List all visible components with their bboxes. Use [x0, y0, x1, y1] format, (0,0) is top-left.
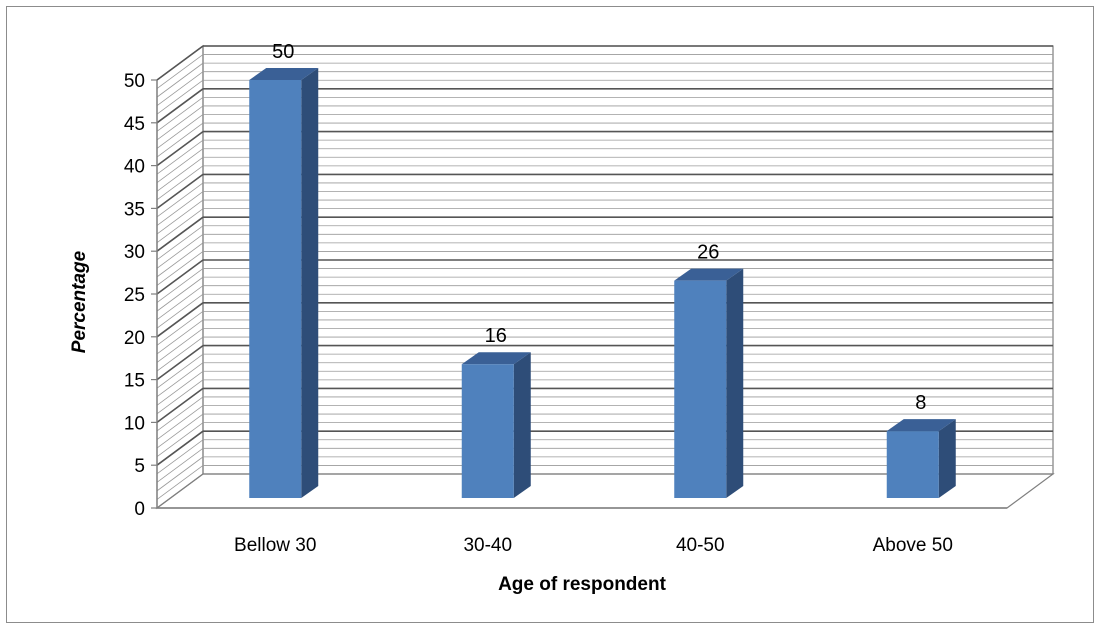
y-tick-label: 40	[124, 157, 145, 178]
minor-gridline-side	[156, 148, 204, 184]
major-gridline-side	[156, 344, 204, 381]
y-tick-label: 20	[124, 328, 145, 349]
bar-above-50	[886, 419, 956, 498]
y-tick-label: 15	[124, 371, 145, 392]
data-label: 8	[915, 392, 926, 414]
minor-gridline-side	[156, 122, 204, 158]
minor-gridline-side	[156, 105, 204, 141]
minor-gridline-side	[156, 328, 204, 363]
minor-gridline-side	[156, 379, 204, 415]
y-tick-label: 50	[124, 71, 145, 92]
y-tick-label: 5	[134, 456, 145, 477]
y-tick-label: 30	[124, 242, 145, 263]
bar-top-face	[674, 268, 744, 281]
minor-gridline-side	[156, 79, 204, 115]
minor-gridline-side	[156, 362, 204, 398]
gridlines	[156, 45, 1053, 500]
minor-gridline-side	[156, 165, 204, 201]
bar-40-50	[674, 268, 744, 498]
bar-30-40	[461, 352, 531, 498]
minor-gridline-side	[156, 293, 204, 329]
y-tick-label: 35	[124, 199, 145, 220]
minor-gridline-side	[156, 276, 204, 312]
data-labels: 50 16 26 8	[272, 41, 926, 414]
minor-gridline-side	[156, 225, 204, 261]
minor-gridline-side	[156, 319, 204, 355]
bar-top-face	[886, 419, 956, 432]
data-label: 26	[697, 242, 719, 264]
y-tick-label: 25	[124, 285, 145, 306]
y-axis-title: Percentage	[69, 250, 90, 353]
minor-gridline-side	[156, 233, 204, 269]
major-gridline-side	[156, 430, 204, 466]
major-gridline-side	[156, 216, 204, 252]
major-gridline-side	[156, 259, 204, 295]
minor-gridline-side	[156, 405, 204, 440]
minor-gridline-side	[156, 422, 204, 457]
minor-gridline-side	[156, 447, 204, 483]
data-label: 16	[485, 325, 507, 347]
bar-side-face	[301, 68, 319, 498]
minor-gridline-side	[156, 396, 204, 432]
minor-gridline-side	[156, 370, 204, 406]
y-tick-label: 10	[124, 413, 145, 434]
major-gridline-side	[156, 130, 204, 167]
minor-gridline-side	[156, 208, 204, 243]
minor-gridline-side	[156, 62, 204, 98]
y-tick-label: 45	[124, 114, 145, 135]
minor-gridline-side	[156, 311, 204, 346]
axes	[151, 79, 1007, 509]
major-gridline-side	[156, 88, 204, 124]
bar-front-face	[886, 431, 939, 498]
minor-gridline-side	[156, 285, 204, 321]
x-category-label: Bellow 30	[234, 535, 316, 556]
bar-top-face	[249, 68, 319, 80]
bar-side-face	[938, 419, 956, 498]
bars	[249, 68, 956, 498]
major-gridline-side	[156, 302, 204, 338]
minor-gridline-side	[156, 268, 204, 303]
minor-gridline-side	[156, 71, 204, 107]
minor-gridline-side	[156, 114, 204, 149]
x-category-label: 30-40	[463, 535, 512, 556]
minor-gridline-side	[156, 156, 204, 192]
minor-gridline-side	[156, 199, 204, 235]
bar-side-face	[513, 352, 531, 498]
minor-gridline-side	[156, 191, 204, 226]
minor-gridline-side	[156, 242, 204, 278]
y-tick-labels: 0 5 10 15 20 25 30 35 40 45 50	[124, 71, 145, 520]
bar-top-face	[461, 352, 531, 365]
y-tick-label: 0	[134, 499, 145, 520]
minor-gridline-side	[156, 465, 204, 500]
minor-gridline-side	[156, 413, 204, 449]
minor-gridline-side	[156, 54, 204, 89]
major-gridline-side	[156, 173, 204, 210]
minor-gridline-side	[156, 439, 204, 475]
minor-gridline-side	[156, 456, 204, 492]
minor-gridline-side	[156, 139, 204, 175]
x-axis-title: Age of respondent	[498, 574, 667, 595]
x-category-label: 40-50	[676, 535, 725, 556]
minor-gridline-side	[156, 97, 204, 132]
x-category-label: Above 50	[873, 535, 953, 556]
bar-front-face	[461, 364, 514, 498]
minor-gridline-side	[156, 336, 204, 372]
bar-front-face	[674, 280, 727, 498]
major-gridline-side	[156, 45, 204, 81]
minor-gridline-side	[156, 182, 204, 218]
data-label: 50	[272, 41, 294, 63]
bar-bellow-30	[249, 68, 319, 498]
minor-gridline-side	[156, 353, 204, 389]
minor-gridline-side	[156, 251, 204, 286]
x-category-labels: Bellow 30 30-40 40-50 Above 50	[234, 535, 953, 556]
bar-front-face	[249, 80, 302, 498]
bar-side-face	[726, 268, 744, 498]
major-gridline-side	[156, 387, 204, 424]
